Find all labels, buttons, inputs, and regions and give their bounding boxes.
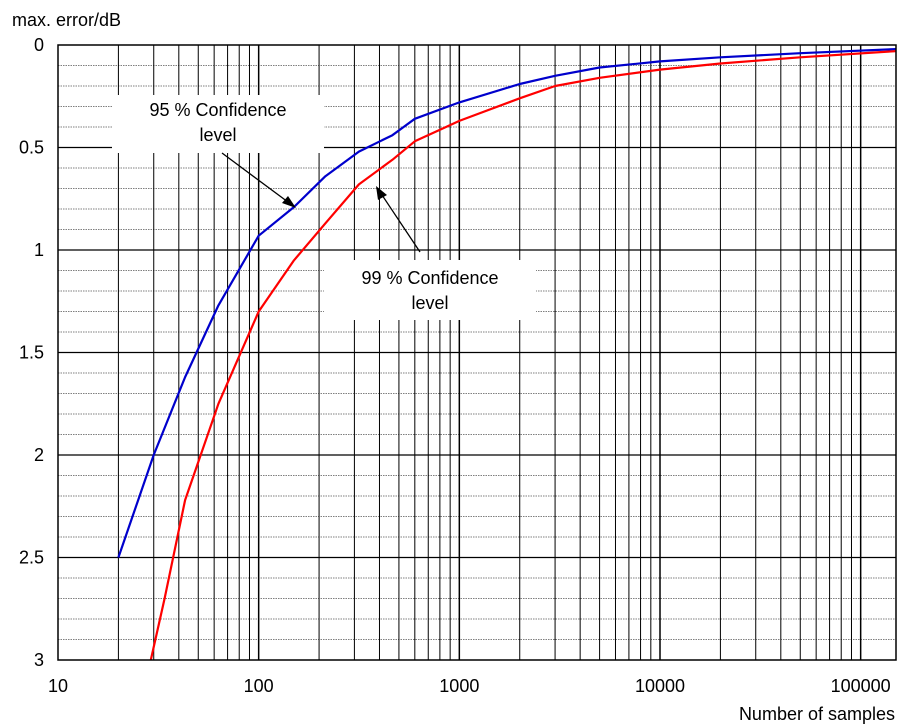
annotation-95-box	[112, 95, 324, 153]
annotation-95-line-1: 95 % Confidence	[149, 100, 286, 120]
x-tick-labels: 10 100 1000 10000 100000	[48, 676, 891, 696]
y-tick-label: 2	[34, 445, 44, 465]
y-tick-label: 0.5	[19, 138, 44, 158]
annotation-95-arrowhead	[282, 196, 296, 208]
annotation-99-line-1: 99 % Confidence	[361, 268, 498, 288]
x-tick-label: 100000	[831, 676, 891, 696]
x-tick-label: 100	[244, 676, 274, 696]
y-tick-label: 0	[34, 35, 44, 55]
series-group	[117, 48, 897, 661]
annotation-99-arrowhead	[376, 186, 387, 200]
y-tick-label: 3	[34, 650, 44, 670]
x-axis-title: Number of samples	[739, 704, 895, 724]
y-axis-title: max. error/dB	[12, 10, 121, 30]
x-tick-label: 10	[48, 676, 68, 696]
series-line-2	[149, 50, 897, 661]
annotation-95-arrow-line	[221, 152, 293, 206]
y-tick-labels: 0 0.5 1 1.5 2 2.5 3	[19, 35, 44, 670]
annotation-95-line-2: level	[199, 125, 236, 145]
annotation-99-line-2: level	[411, 293, 448, 313]
x-tick-label: 1000	[439, 676, 479, 696]
y-tick-label: 1.5	[19, 343, 44, 363]
y-tick-label: 1	[34, 240, 44, 260]
annotation-99-box	[324, 260, 536, 320]
plot-frame	[57, 44, 897, 661]
annotation-99-arrow-line	[379, 191, 421, 253]
series-line-1	[117, 48, 897, 558]
y-tick-label: 2.5	[19, 548, 44, 568]
x-tick-label: 10000	[635, 676, 685, 696]
